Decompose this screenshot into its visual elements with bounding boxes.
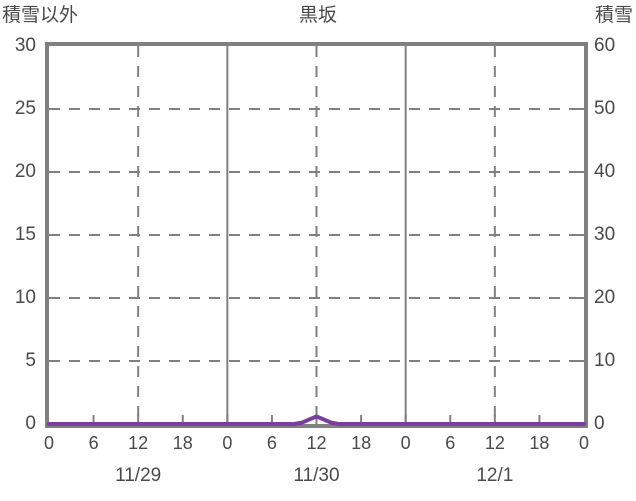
y-axis-tick-label-right: 60	[594, 35, 616, 56]
y-axis-tick-label-left: 25	[14, 98, 36, 119]
x-axis-tick-label: 0	[222, 433, 233, 453]
x-axis-tick-label: 6	[445, 433, 456, 453]
x-axis-tick-label: 18	[529, 433, 550, 453]
y-axis-tick-label-left: 20	[14, 161, 36, 182]
x-axis-tick-label: 12	[128, 433, 149, 453]
x-axis-tick-label: 6	[266, 433, 277, 453]
gridlines	[49, 46, 584, 424]
y-axis-tick-label-right: 30	[594, 224, 616, 245]
right-axis-caption: 積雪	[594, 5, 633, 26]
y-axis-tick-label-left: 5	[25, 350, 36, 371]
x-axis-day-label: 11/30	[293, 465, 340, 486]
x-axis-tick-label: 0	[578, 433, 590, 453]
y-axis-tick-label-right: 10	[594, 350, 616, 371]
left-axis-caption: 積雪以外	[2, 5, 79, 26]
x-axis-tick-label: 18	[172, 433, 193, 453]
y-axis-tick-label-left: 30	[14, 35, 36, 56]
series-line	[47, 414, 586, 426]
chart-title: 黒坂	[298, 5, 337, 26]
y-axis-tick-label-right: 50	[594, 98, 616, 119]
y-axis-tick-label-left: 0	[25, 413, 36, 434]
plot-area	[45, 42, 588, 428]
x-axis-tick-label: 12	[306, 433, 327, 453]
x-axis-tick-label: 12	[484, 433, 505, 453]
x-axis-tick-label: 0	[43, 433, 55, 453]
plot-inner	[47, 46, 586, 426]
x-axis-tick-label: 18	[351, 433, 372, 453]
x-axis-tick-label: 6	[88, 433, 99, 453]
x-axis-day-label: 12/1	[476, 465, 514, 486]
x-axis-tick-label: 0	[400, 433, 411, 453]
y-axis-tick-label-left: 15	[14, 224, 36, 245]
y-axis-tick-label-right: 20	[594, 287, 616, 308]
y-axis-tick-label-right: 40	[594, 161, 616, 182]
y-axis-tick-label-left: 10	[14, 287, 36, 308]
x-axis-day-label: 11/29	[115, 465, 162, 486]
y-axis-tick-label-right: 0	[594, 413, 605, 434]
series-layer	[47, 414, 586, 426]
